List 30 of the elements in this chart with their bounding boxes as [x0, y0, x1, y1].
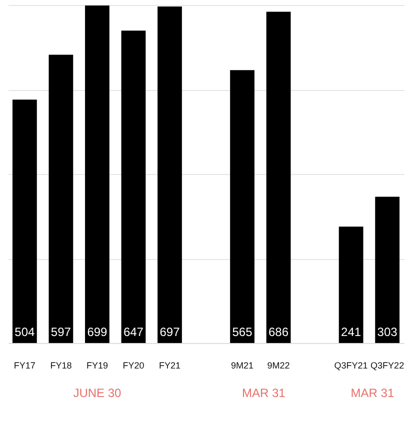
- text: MAR 31: [350, 386, 394, 400]
- bar: [121, 30, 146, 343]
- data-label: 647: [123, 325, 144, 339]
- bar: [230, 70, 254, 343]
- x-tick-label: Q3FY22: [370, 360, 404, 370]
- bar: [338, 226, 364, 343]
- data-label: 303: [377, 325, 398, 339]
- x-tick-label: FY17: [14, 360, 36, 370]
- data-label: 699: [87, 325, 108, 339]
- x-tick-label: 9M22: [267, 360, 290, 370]
- bar: [158, 6, 182, 343]
- bar: [48, 54, 74, 343]
- data-label: 565: [232, 325, 253, 339]
- data-label: 686: [268, 325, 289, 339]
- data-label: 697: [160, 325, 180, 339]
- bar: [266, 12, 291, 343]
- x-tick-label: Q3FY21: [334, 360, 368, 370]
- x-tick-label: FY19: [86, 360, 108, 370]
- text: MAR 31: [242, 386, 286, 400]
- data-label: 241: [341, 325, 362, 339]
- x-tick-label: FY20: [122, 360, 144, 370]
- bar: [85, 5, 110, 343]
- data-label: 597: [50, 325, 72, 339]
- bar: [12, 100, 37, 343]
- data-label: 504: [14, 325, 36, 339]
- x-tick-label: FY18: [50, 360, 72, 370]
- bar: [375, 196, 400, 343]
- x-tick-label: 9M21: [231, 360, 254, 370]
- x-tick-label: FY21: [158, 360, 180, 370]
- text: JUNE 30: [73, 386, 122, 400]
